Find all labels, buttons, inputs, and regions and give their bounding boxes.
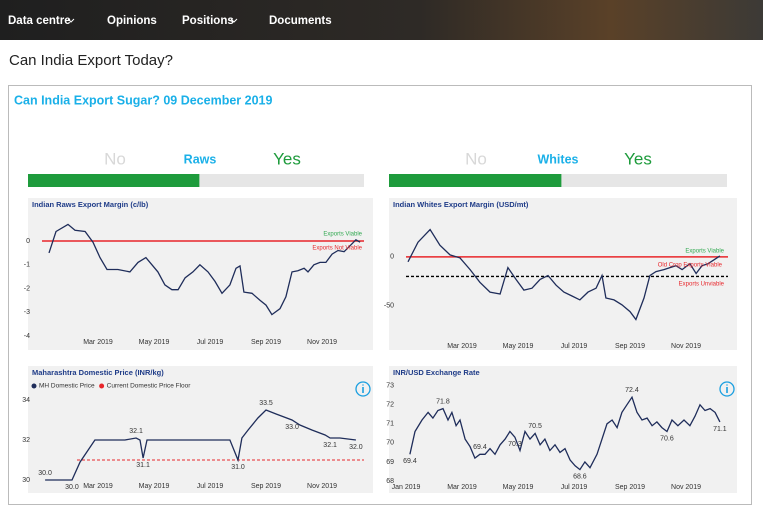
value-label: 69.4 xyxy=(473,444,487,451)
info-icon xyxy=(355,381,371,397)
x-tick-label: Jul 2019 xyxy=(561,484,588,491)
nav-bar xyxy=(0,0,763,40)
line-series xyxy=(48,223,361,316)
value-label: 33.5 xyxy=(259,400,273,407)
annotation: Exports Not Viable xyxy=(312,246,362,252)
y-tick-label: -50 xyxy=(384,303,394,310)
x-tick-label: May 2019 xyxy=(503,484,534,491)
x-tick-label: May 2019 xyxy=(503,343,534,350)
nav-item[interactable]: Documents xyxy=(269,15,332,27)
y-tick-label: -3 xyxy=(24,309,30,316)
gauge-no: No xyxy=(104,149,126,168)
value-label: 70.3 xyxy=(508,441,522,448)
value-label: 30.0 xyxy=(65,484,79,491)
nav-item[interactable]: Data centre xyxy=(8,15,71,27)
gauge-label: Raws xyxy=(184,152,217,166)
value-label: 31.0 xyxy=(231,464,245,471)
value-label: 32.1 xyxy=(129,428,143,435)
y-tick-label: -2 xyxy=(24,285,30,292)
y-tick-label: 0 xyxy=(390,254,394,261)
y-tick-label: -1 xyxy=(24,262,30,269)
x-tick-label: May 2019 xyxy=(139,339,170,346)
legend-marker xyxy=(99,383,105,389)
x-tick-label: May 2019 xyxy=(139,483,170,490)
line-series xyxy=(45,409,356,481)
value-label: 72.4 xyxy=(625,387,639,394)
gauge-label: Whites xyxy=(538,152,579,166)
annotation: Exports Viable xyxy=(323,232,362,238)
x-tick-label: Jul 2019 xyxy=(197,339,224,346)
y-tick-label: 70 xyxy=(386,440,394,447)
gauge-fill xyxy=(389,174,562,187)
value-label: 68.6 xyxy=(573,473,587,480)
chart-area xyxy=(28,366,373,493)
y-tick-label: 71 xyxy=(386,421,394,428)
nav-item[interactable]: Opinions xyxy=(107,15,157,27)
x-tick-label: Sep 2019 xyxy=(251,483,281,490)
x-tick-label: Mar 2019 xyxy=(447,484,477,491)
x-tick-label: Sep 2019 xyxy=(251,339,281,346)
y-tick-label: 73 xyxy=(386,383,394,390)
value-label: 70.6 xyxy=(660,435,674,442)
value-label: 31.1 xyxy=(136,462,150,469)
x-tick-label: Mar 2019 xyxy=(83,339,113,346)
chart-area xyxy=(389,198,737,350)
y-tick-label: -4 xyxy=(24,333,30,340)
x-tick-label: Nov 2019 xyxy=(671,343,701,350)
gauge-yes: Yes xyxy=(624,149,652,168)
chart-title: Indian Whites Export Margin (USD/mt) xyxy=(393,200,529,209)
x-tick-label: Nov 2019 xyxy=(307,483,337,490)
value-label: 32.1 xyxy=(323,442,337,449)
annotation: Exports Unviable xyxy=(679,282,725,288)
y-tick-label: 0 xyxy=(26,238,30,245)
x-tick-label: Sep 2019 xyxy=(615,343,645,350)
annotation: Old Crop Exports Viable xyxy=(658,263,723,269)
x-tick-label: Sep 2019 xyxy=(615,484,645,491)
annotation: Exports Viable xyxy=(685,249,724,255)
value-label: 69.4 xyxy=(403,458,417,465)
value-label: 32.0 xyxy=(349,444,363,451)
line-series xyxy=(407,228,721,321)
gauge-yes: Yes xyxy=(273,149,301,168)
legend-label: Current Domestic Price Floor xyxy=(107,383,192,390)
y-tick-label: 30 xyxy=(22,477,30,484)
x-tick-label: Mar 2019 xyxy=(447,343,477,350)
value-label: 70.5 xyxy=(528,423,542,430)
gauge-no: No xyxy=(465,149,487,168)
gauge-fill xyxy=(28,174,200,187)
line-series xyxy=(409,395,721,471)
chart-title: Indian Raws Export Margin (c/lb) xyxy=(32,200,149,209)
chart-title: INR/USD Exchange Rate xyxy=(393,368,480,377)
value-label: 71.8 xyxy=(436,398,450,405)
nav-item[interactable]: Positions xyxy=(182,15,234,27)
panel-title: Can India Export Sugar? 09 December 2019 xyxy=(14,93,272,107)
y-tick-label: 69 xyxy=(386,459,394,466)
caret xyxy=(230,18,238,23)
x-tick-label: Nov 2019 xyxy=(671,484,701,491)
y-tick-label: 34 xyxy=(22,397,30,404)
value-label: 33.0 xyxy=(285,424,299,431)
x-tick-label: Jul 2019 xyxy=(197,483,224,490)
y-tick-label: 72 xyxy=(386,402,394,409)
caret xyxy=(67,18,75,23)
x-tick-label: Jul 2019 xyxy=(561,343,588,350)
x-tick-label: Mar 2019 xyxy=(83,483,113,490)
y-tick-label: 68 xyxy=(386,478,394,485)
y-tick-label: 32 xyxy=(22,437,30,444)
page-title: Can India Export Today? xyxy=(9,52,173,69)
x-tick-label: Jan 2019 xyxy=(392,484,421,491)
info-icon xyxy=(719,381,735,397)
legend-label: MH Domestic Price xyxy=(39,383,95,390)
chart-area xyxy=(28,198,373,350)
value-label: 30.0 xyxy=(38,470,52,477)
x-tick-label: Nov 2019 xyxy=(307,339,337,346)
legend-marker xyxy=(31,383,37,389)
chart-area xyxy=(389,366,737,493)
value-label: 71.1 xyxy=(713,426,727,433)
chart-title: Maharashtra Domestic Price (INR/kg) xyxy=(32,368,164,377)
